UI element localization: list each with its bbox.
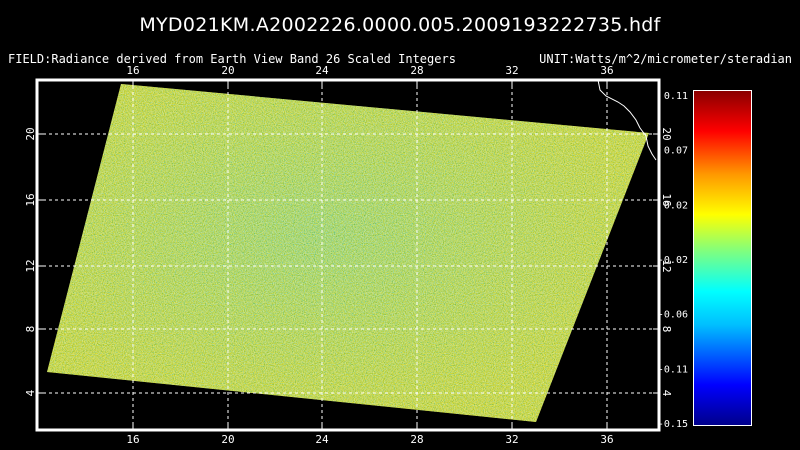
lon-tick-label: 28 [410,64,423,77]
lat-labels-left: 20 16 12 8 4 [24,127,37,396]
lon-tick-label: 16 [126,64,139,77]
lat-tick-label: 20 [24,127,37,140]
unit-label: UNIT:Watts/m^2/micrometer/steradian [539,52,792,66]
colorbar-tick-label: 0.11 [664,91,688,102]
lat-tick-label: 20 [660,127,673,140]
graticule [37,80,659,430]
lon-tick-label: 20 [221,64,234,77]
axis-ticks [37,80,659,430]
lon-tick-label: 36 [600,64,613,77]
lon-tick-label: 28 [410,433,423,446]
lon-tick-label: 32 [505,64,518,77]
colorbar-tick-label: -0.06 [658,310,688,321]
lat-labels-right: 20 16 12 8 4 [660,127,673,396]
colorbar [694,91,751,425]
colorbar-tick-label: -0.11 [658,364,688,375]
lat-tick-label: 12 [24,259,37,272]
lon-tick-label: 24 [315,433,329,446]
lat-tick-label: 8 [660,326,673,333]
map-title: MYD021KM.A2002226.0000.005.2009193222735… [139,14,661,36]
lon-labels-top: 16 20 24 28 32 36 [126,64,613,77]
lon-tick-label: 16 [126,433,139,446]
lat-tick-label: 4 [24,389,37,396]
lon-tick-label: 20 [221,433,234,446]
field-label: FIELD:Radiance derived from Earth View B… [8,52,456,66]
lat-tick-label: 16 [24,193,37,206]
coastline [597,79,657,161]
colorbar-tick-label: 0.02 [664,200,688,211]
lon-tick-label: 32 [505,433,518,446]
lat-tick-label: 16 [660,193,673,206]
lon-tick-label: 24 [315,64,329,77]
lon-labels-bottom: 16 20 24 28 32 36 [126,433,613,446]
colorbar-tick-label: -0.15 [658,419,688,430]
data-swath [47,84,649,422]
lat-tick-label: 8 [24,326,37,333]
lat-tick-label: 4 [660,390,673,397]
colorbar-labels: 0.11 0.07 0.02 -0.02 -0.06 -0.11 -0.15 [658,91,688,430]
colorbar-tick-label: -0.02 [658,255,688,266]
colorbar-tick-label: 0.07 [664,146,688,157]
lon-tick-label: 36 [600,433,613,446]
lat-tick-label: 12 [660,259,673,272]
